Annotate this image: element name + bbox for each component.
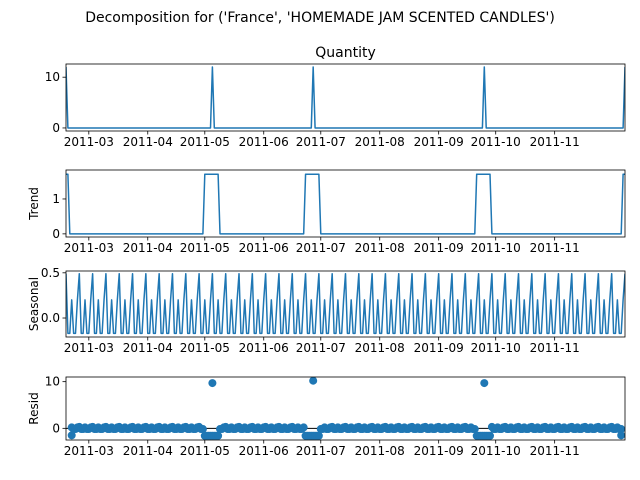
y-tick-label: 10 [45,375,60,389]
x-tick-label: 2011-09 [414,241,464,255]
trend-axes-frame [65,169,626,238]
resid-ylabel: Resid [27,392,41,424]
x-tick-label: 2011-08 [355,135,405,149]
x-tick-label: 2011-05 [180,135,230,149]
x-tick-label: 2011-06 [239,241,289,255]
x-tick-label: 2011-09 [414,444,464,458]
x-tick-label: 2011-04 [123,135,173,149]
x-tick-label: 2011-10 [471,241,521,255]
x-tick-label: 2011-03 [64,341,114,355]
x-tick-label: 2011-09 [414,341,464,355]
x-tick-label: 2011-07 [296,444,346,458]
panel-seasonal: 2011-03 2011-04 2011-05 2011-06 2011-07 2011-… [27,266,626,355]
y-tick-label: 1 [52,192,60,206]
x-tick-label: 2011-03 [64,241,114,255]
x-tick-label: 2011-10 [471,341,521,355]
seasonal-data [66,272,625,335]
resid-point [486,431,494,440]
panels: 2011-03 2011-04 2011-05 2011-06 2011-07 2011-… [27,45,626,458]
resid-point [299,423,308,432]
x-tick-label: 2011-03 [64,135,114,149]
resid-point [470,425,479,434]
y-tick-label: 0 [52,421,60,435]
resid-point [617,425,625,434]
x-tick-label: 2011-09 [414,135,464,149]
x-tick-label: 2011-11 [530,135,580,149]
x-tick-label: 2011-05 [180,341,230,355]
trend-ylabel: Trend [27,187,41,221]
panel-title: Quantity [315,45,376,61]
resid-point [480,379,489,388]
x-tick-label: 2011-04 [123,241,173,255]
seasonal-ylabel: Seasonal [27,277,41,331]
trend-line [66,173,625,235]
y-tick-label: 0.0 [41,311,60,325]
figure-title: Decomposition for ('France', 'HOMEMADE J… [85,10,555,26]
x-tick-label: 2011-08 [355,444,405,458]
trend-data [66,173,625,235]
x-tick-label: 2011-11 [530,444,580,458]
resid-data [66,377,625,440]
resid-axes-frame [65,376,626,441]
x-tick-label: 2011-11 [530,341,580,355]
resid-point [617,431,625,440]
panel-observed: 2011-03 2011-04 2011-05 2011-06 2011-07 2011-… [45,45,626,149]
resid-point [214,431,223,440]
x-tick-label: 2011-11 [530,241,580,255]
resid-point [314,431,323,440]
y-tick-label: 0 [52,227,60,241]
x-tick-label: 2011-10 [471,135,521,149]
observed-line [66,66,625,129]
x-tick-label: 2011-05 [180,444,230,458]
x-tick-label: 2011-10 [471,444,521,458]
resid-point [67,431,76,440]
x-tick-label: 2011-06 [239,341,289,355]
x-tick-label: 2011-06 [239,444,289,458]
x-tick-label: 2011-03 [64,444,114,458]
panel-resid: 2011-03 2011-04 2011-05 2011-06 2011-07 2011-… [27,375,626,458]
observed-data [66,66,625,129]
x-tick-label: 2011-07 [296,241,346,255]
seasonal-line [66,272,625,335]
y-tick-label: 10 [45,70,60,84]
panel-trend: 2011-03 2011-04 2011-05 2011-06 2011-07 2011-… [27,169,626,255]
x-tick-label: 2011-07 [296,341,346,355]
seasonal-axes-frame [65,270,626,338]
resid-point [309,377,318,385]
y-tick-label: 0 [52,121,60,135]
resid-point [208,379,217,388]
resid-point [198,425,207,434]
x-tick-label: 2011-06 [239,135,289,149]
observed-axes-frame [65,63,626,132]
x-tick-label: 2011-08 [355,341,405,355]
x-tick-label: 2011-05 [180,241,230,255]
y-tick-label: 0.5 [41,266,60,280]
x-tick-label: 2011-08 [355,241,405,255]
x-tick-label: 2011-04 [123,444,173,458]
x-tick-label: 2011-04 [123,341,173,355]
x-tick-label: 2011-07 [296,135,346,149]
